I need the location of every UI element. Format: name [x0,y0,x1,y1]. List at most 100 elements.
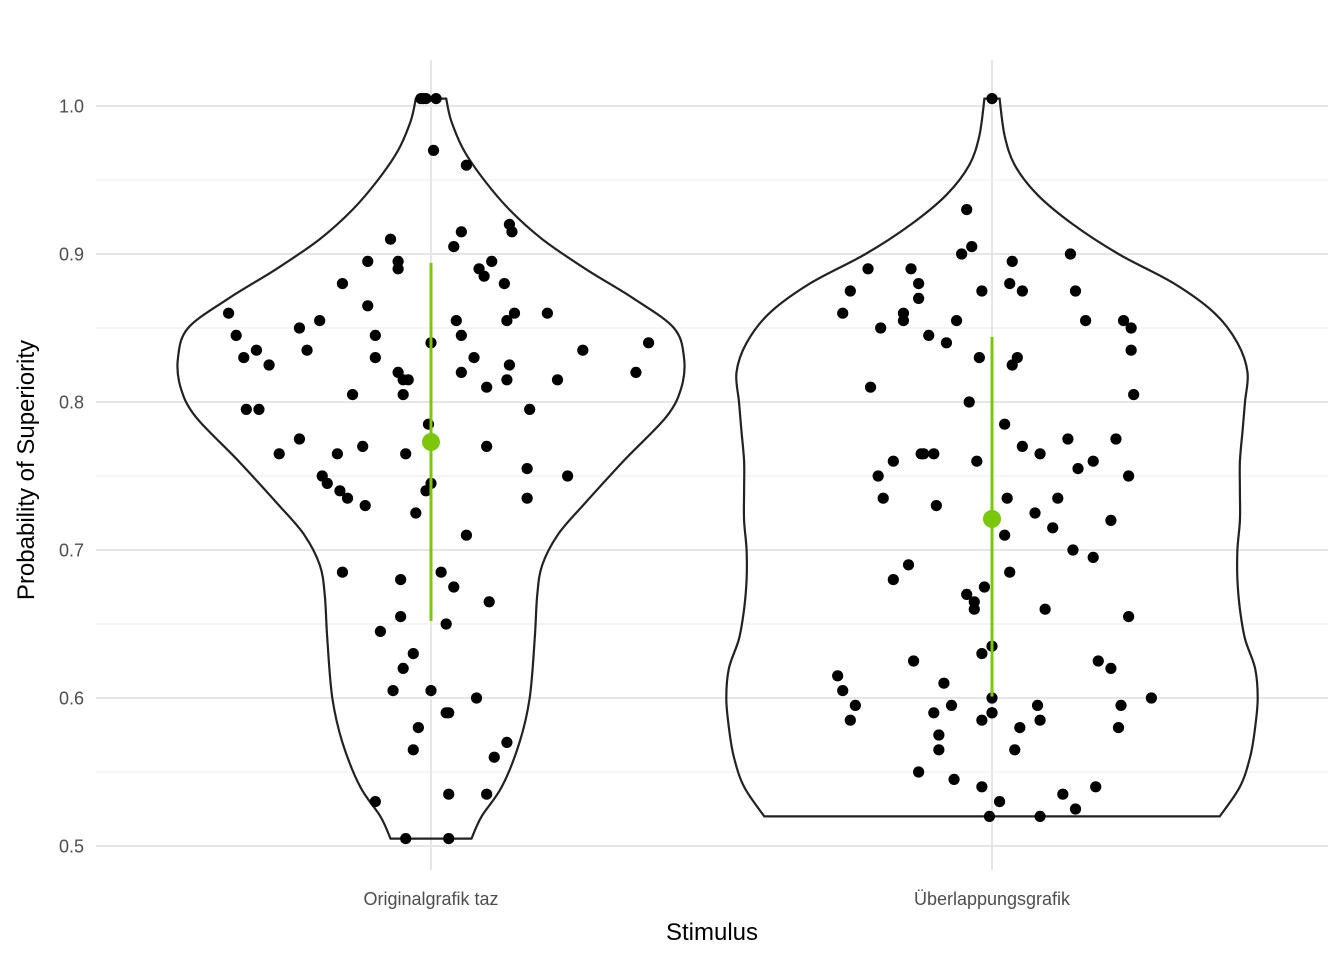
data-point [1090,781,1102,793]
data-point [963,396,975,408]
data-point [400,833,412,845]
data-point [407,744,419,756]
data-point [993,796,1006,808]
data-point [1052,492,1064,504]
violin-ueberlappungsgrafik [725,97,1259,818]
data-point [983,810,996,823]
data-point [238,352,250,364]
data-point [902,559,915,571]
data-point [1117,315,1130,327]
data-point [460,159,473,171]
data-point [541,307,553,319]
data-point [314,315,326,327]
data-point [940,337,953,349]
data-point [450,315,462,327]
data-point [223,307,235,319]
data-point [966,241,978,253]
data-point [976,285,988,297]
data-point [443,833,455,845]
data-point [336,566,349,578]
data-point [913,766,925,778]
data-point [425,685,437,697]
data-point [844,285,856,297]
x-tick-label: Überlappungsgrafik [914,889,1071,909]
data-point [301,344,313,356]
data-point [397,662,409,675]
data-point [346,389,359,401]
data-point [448,581,460,593]
data-point [1069,803,1082,815]
data-point [362,255,374,267]
data-point [488,751,500,763]
data-point [918,448,930,460]
data-point [907,655,920,667]
data-point [501,315,513,327]
data-point [928,707,940,719]
data-point [933,744,945,756]
data-point [369,329,381,341]
data-point [412,722,424,734]
data-point [837,307,849,319]
data-point [440,618,452,630]
data-point [253,403,265,415]
data-point [1014,722,1026,734]
data-point [986,692,998,704]
data-point [263,359,275,371]
data-point [938,677,950,689]
data-point [1123,470,1135,482]
summary-intervals [422,262,1001,697]
data-point [905,263,917,275]
data-point [872,470,884,482]
summary-mean-point [422,432,440,451]
data-point [1128,389,1140,401]
data-point [577,344,589,356]
data-point [483,596,495,608]
data-point [1112,722,1125,734]
summary-mean-point [983,509,1001,528]
data-point [844,714,856,726]
data-point [341,492,354,504]
data-point [1069,285,1082,297]
data-point [407,648,419,660]
data-point [1034,714,1046,726]
data-point [832,670,844,682]
data-point [430,93,442,105]
data-point [392,263,404,275]
data-point [642,337,655,349]
data-point [503,359,516,371]
data-point [961,588,973,601]
y-tick-label: 0.7 [59,541,84,561]
data-point [887,455,899,467]
data-point [1064,248,1077,260]
data-point [630,366,642,378]
data-point [478,270,490,282]
data-point [369,352,381,364]
data-point [976,781,988,793]
data-point [1062,433,1074,445]
data-point [961,204,973,216]
data-point [1087,455,1099,467]
data-point [521,492,533,504]
data-point [369,796,381,808]
data-point [395,574,407,586]
data-point [976,714,988,726]
data-point [1105,514,1117,527]
data-point [1001,492,1013,504]
data-point [837,685,849,697]
data-point [468,352,480,364]
data-point [486,255,498,267]
data-point [240,403,252,415]
data-point [498,278,510,290]
data-point [976,648,988,660]
data-point [481,381,493,393]
data-point [999,529,1011,541]
data-point [508,307,521,319]
data-point [357,440,369,452]
data-point [875,322,887,334]
data-point [384,233,397,245]
data-point [455,226,467,238]
data-point [913,278,925,290]
data-point [293,322,306,334]
data-point [1110,433,1122,445]
data-point [481,788,493,800]
